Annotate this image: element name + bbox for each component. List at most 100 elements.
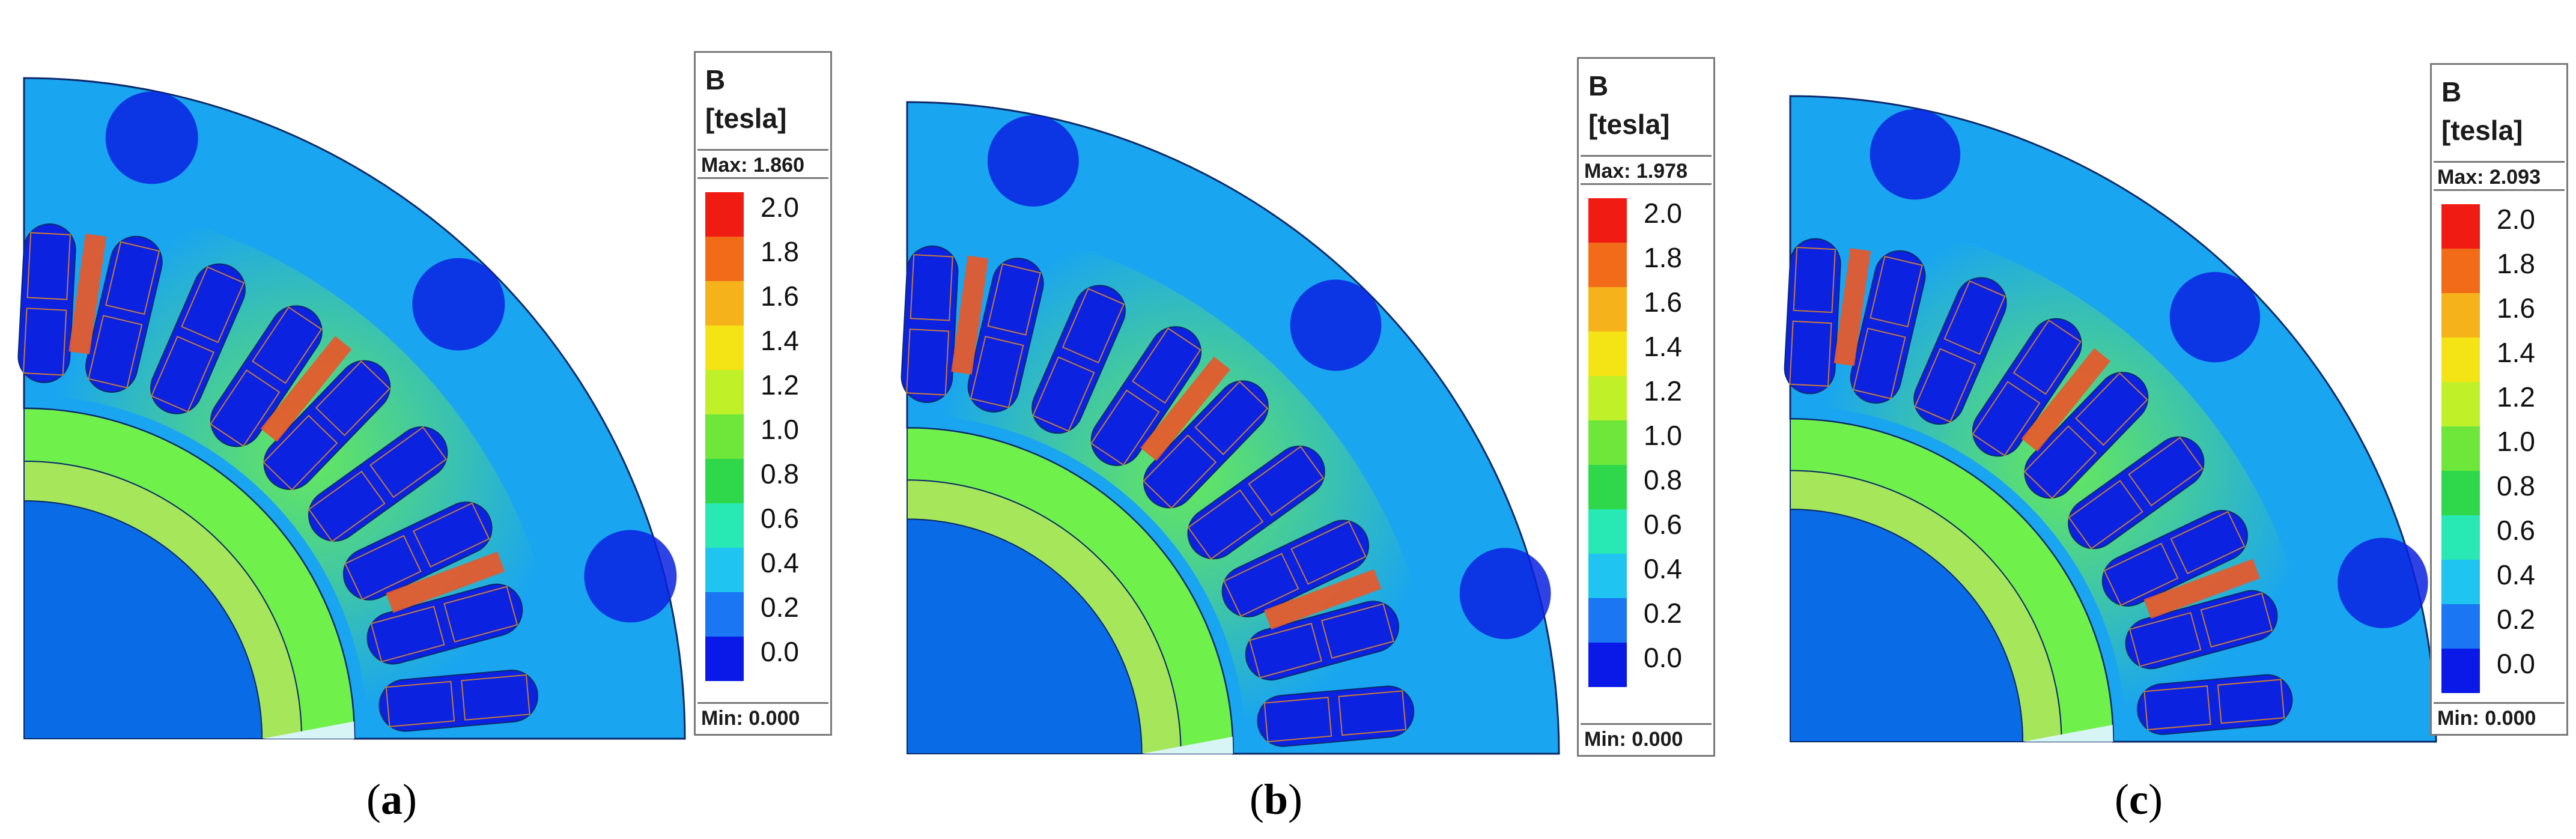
legend-tick-label: 0.6 bbox=[2497, 515, 2535, 546]
legend-tick-label: 0.2 bbox=[1644, 598, 1682, 629]
legend-tick-label: 0.8 bbox=[2497, 470, 2535, 501]
legend-tick-label: 0.4 bbox=[761, 547, 799, 578]
coil-outer bbox=[413, 502, 490, 568]
stator-slot bbox=[1784, 238, 1841, 395]
legend-swatch bbox=[705, 192, 744, 237]
panel-caption: (b) bbox=[1250, 775, 1303, 823]
saturated-tooth bbox=[1140, 356, 1230, 461]
legend-max-value: Max: 2.093 bbox=[2434, 161, 2565, 191]
legend-tick-label: 1.6 bbox=[761, 280, 799, 312]
coil-inner bbox=[906, 329, 950, 396]
stator-slot bbox=[2137, 674, 2293, 735]
legend-tick-label: 0.4 bbox=[2497, 559, 2535, 590]
legend-tick-label: 1.8 bbox=[761, 236, 799, 267]
stator-slot bbox=[263, 360, 391, 491]
stator-slot bbox=[2125, 590, 2278, 670]
legend-unit: [tesla] bbox=[2441, 115, 2523, 146]
coil-inner bbox=[22, 307, 67, 376]
stator-slot bbox=[150, 263, 246, 414]
legend-swatch bbox=[705, 592, 744, 637]
coil-inner bbox=[2068, 480, 2143, 550]
saturated-tooth bbox=[2143, 559, 2260, 619]
legend-tick-label: 1.0 bbox=[2497, 426, 2535, 457]
coil-outer bbox=[2012, 319, 2082, 395]
legend-swatch bbox=[1588, 198, 1627, 243]
stator-slot bbox=[308, 426, 448, 542]
legend-unit: [tesla] bbox=[1588, 109, 1670, 140]
coil-outer bbox=[1248, 446, 1325, 516]
coil-inner bbox=[2103, 542, 2179, 607]
coil-outer bbox=[987, 263, 1041, 336]
stator-slot bbox=[1221, 519, 1369, 617]
coil-inner bbox=[385, 680, 455, 727]
coil-outer bbox=[1870, 255, 1923, 328]
legend-quantity: B bbox=[2441, 76, 2462, 108]
stator-slot bbox=[967, 258, 1044, 413]
saturated-tooth bbox=[951, 255, 989, 375]
stator-slot bbox=[17, 223, 76, 383]
legend-swatch bbox=[2441, 649, 2480, 693]
legend-tick-label: 0.2 bbox=[761, 592, 799, 623]
coil-outer bbox=[2075, 372, 2148, 446]
legend-swatch bbox=[1588, 598, 1627, 643]
coil-inner bbox=[2128, 611, 2202, 667]
coil-outer bbox=[2128, 437, 2204, 507]
color-legend: B [tesla] Max: 1.860 2.0 1.8 1.6 1.4 1.2 1.0 0… bbox=[694, 51, 832, 736]
low-flux-zone bbox=[584, 530, 677, 623]
coil-inner bbox=[1914, 348, 1976, 423]
coil-inner bbox=[344, 535, 422, 601]
legend-tick-label: 1.4 bbox=[761, 325, 799, 356]
legend-swatch bbox=[2441, 338, 2480, 382]
legend-swatch bbox=[2441, 604, 2480, 649]
coil-outer bbox=[1062, 288, 1125, 364]
legend-max-value: Max: 1.978 bbox=[1581, 155, 1712, 185]
panel-caption: (a) bbox=[366, 775, 417, 823]
panel-b: B [tesla] Max: 1.978 2.0 1.8 1.6 1.4 1.2 1.0 0… bbox=[859, 0, 1718, 839]
legend-swatch bbox=[1588, 465, 1627, 509]
coil-outer bbox=[1194, 380, 1269, 455]
coil-outer bbox=[181, 266, 245, 344]
legend-tick-label: 2.0 bbox=[761, 192, 799, 223]
legend-swatch bbox=[1588, 243, 1627, 287]
coil-outer bbox=[1320, 603, 1394, 659]
low-flux-zone bbox=[1459, 548, 1551, 640]
legend-swatch bbox=[1588, 509, 1627, 554]
legend-tick-label: 1.0 bbox=[1644, 420, 1682, 451]
coil-outer bbox=[1793, 246, 1836, 313]
stator-slot bbox=[1187, 445, 1325, 560]
saturated-tooth bbox=[260, 336, 352, 442]
motor-field-plot bbox=[17, 77, 686, 740]
wedge-region bbox=[2023, 724, 2113, 742]
legend-swatch bbox=[705, 414, 744, 459]
legend-min-value: Min: 0.000 bbox=[1581, 723, 1712, 753]
legend-unit: [tesla] bbox=[705, 103, 787, 134]
stator-slot bbox=[366, 583, 523, 665]
legend-tick-label: 1.4 bbox=[1644, 331, 1682, 362]
coil-outer bbox=[443, 586, 518, 643]
legend-tick-label: 1.6 bbox=[2497, 292, 2535, 324]
legend-swatch bbox=[2441, 204, 2480, 249]
coil-inner bbox=[263, 414, 338, 491]
coil-outer bbox=[26, 232, 71, 300]
legend-swatch bbox=[2441, 560, 2480, 604]
legend-tick-label: 0.2 bbox=[2497, 604, 2535, 635]
legend-tick-label: 0.8 bbox=[1644, 464, 1682, 495]
saturated-tooth bbox=[386, 551, 505, 613]
legend-swatch bbox=[2441, 471, 2480, 515]
stator-slot bbox=[2101, 510, 2248, 607]
low-flux-zone bbox=[2169, 271, 2261, 363]
legend-swatch bbox=[705, 503, 744, 548]
legend-swatch bbox=[1588, 554, 1627, 598]
wedge-region bbox=[262, 721, 354, 739]
stator-slot bbox=[901, 245, 959, 403]
legend-tick-label: 1.2 bbox=[2497, 381, 2535, 413]
low-flux-zone bbox=[987, 115, 1079, 207]
coil-outer bbox=[315, 360, 390, 437]
coil-inner bbox=[210, 369, 281, 447]
coil-inner bbox=[1789, 320, 1832, 387]
stator-slot bbox=[2068, 436, 2205, 550]
legend-swatch bbox=[1588, 420, 1627, 465]
coil-inner bbox=[88, 315, 143, 389]
legend-tick-label: 2.0 bbox=[1644, 198, 1682, 229]
legend-swatch bbox=[705, 459, 744, 503]
